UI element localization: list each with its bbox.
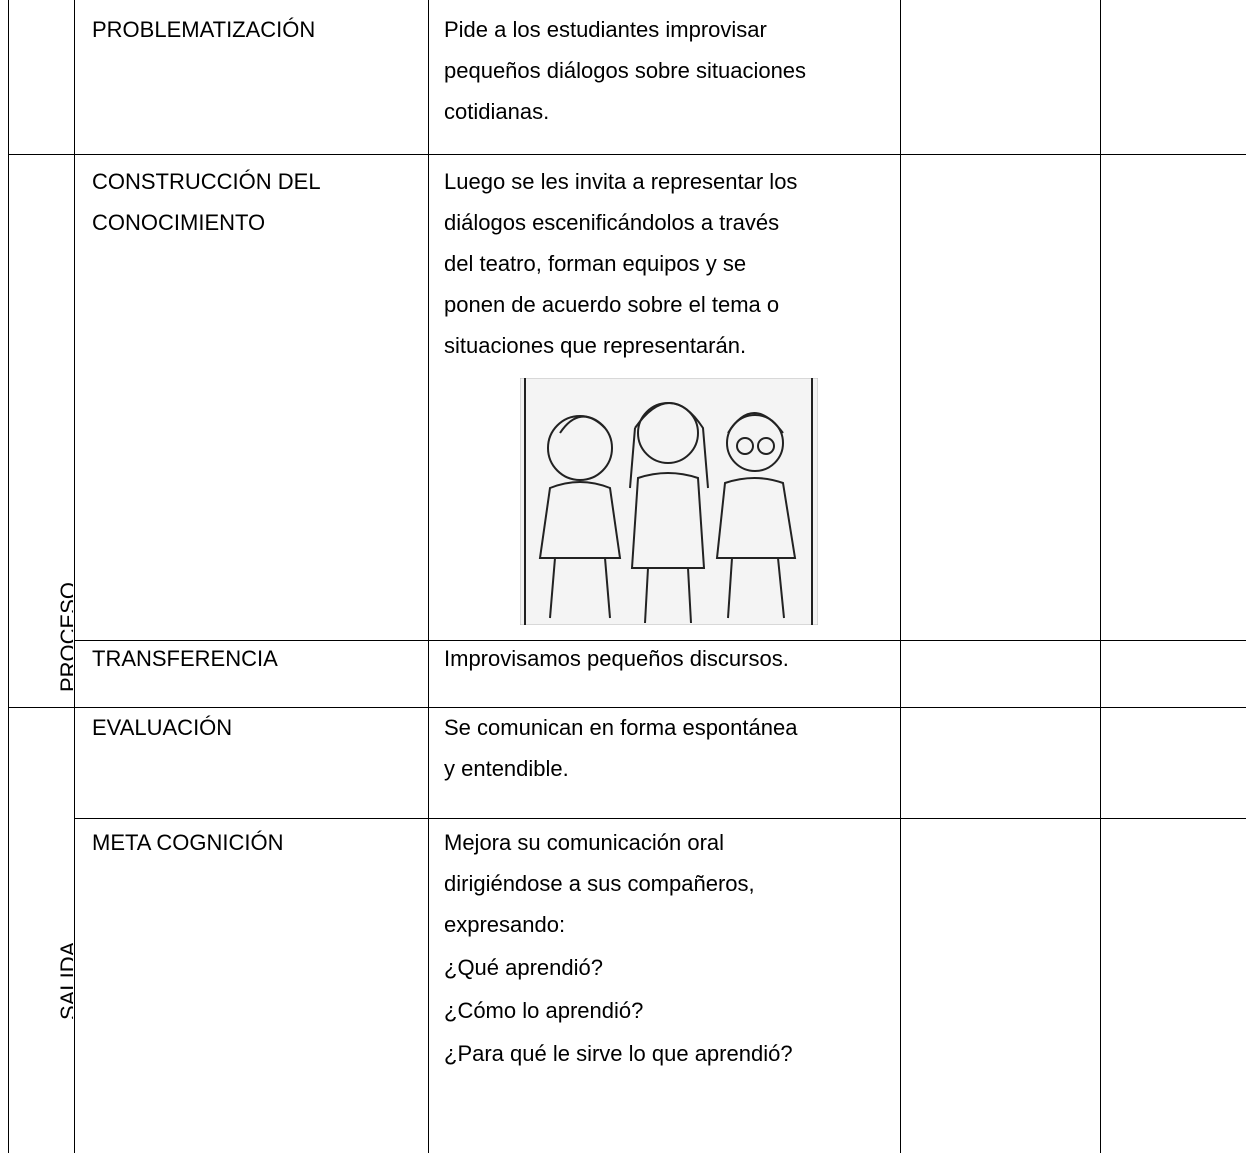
description-line: Luego se les invita a representar los xyxy=(444,169,798,194)
border xyxy=(8,707,1246,708)
stage-label: TRANSFERENCIA xyxy=(92,646,278,671)
description-line: ponen de acuerdo sobre el tema o xyxy=(444,292,780,317)
description-line: pequeños diálogos sobre situaciones xyxy=(444,58,807,83)
description-line: Pide a los estudiantes improvisar xyxy=(444,17,767,42)
border xyxy=(1100,0,1101,1153)
description-line: diálogos escenificándolos a través xyxy=(444,210,780,235)
border xyxy=(74,0,75,1153)
description-line: dirigiéndose a sus compañeros, xyxy=(444,871,755,896)
description-line: Mejora su comunicación oral xyxy=(444,830,725,855)
phase-cell: SALIDA xyxy=(9,708,73,1153)
border xyxy=(900,0,901,1153)
stage-label: PROBLEMATIZACIÓN xyxy=(92,17,316,42)
border xyxy=(74,640,1246,641)
border xyxy=(8,0,9,1153)
description-line: Improvisamos pequeños discursos. xyxy=(444,646,789,671)
phase-cell: PROCESO xyxy=(9,155,73,707)
description-line: ¿Para qué le sirve lo que aprendió? xyxy=(444,1041,793,1066)
phase-label: PROCESO xyxy=(56,581,73,692)
description-line: ¿Qué aprendió? xyxy=(444,955,603,980)
description-line: expresando: xyxy=(444,912,566,937)
border xyxy=(74,818,1246,819)
stage-label: EVALUACIÓN xyxy=(92,715,233,740)
stage-label: META COGNICIÓN xyxy=(92,830,284,855)
description-line: Se comunican en forma espontánea xyxy=(444,715,798,740)
description-line: situaciones que representarán. xyxy=(444,333,747,358)
description-line: ¿Cómo lo aprendió? xyxy=(444,998,644,1023)
stage-label: CONOCIMIENTO xyxy=(92,210,266,235)
border xyxy=(428,0,429,1153)
description-line: del teatro, forman equipos y se xyxy=(444,251,747,276)
border xyxy=(8,154,1246,155)
description-line: y entendible. xyxy=(444,756,569,781)
description-line: cotidianas. xyxy=(444,99,550,124)
stage-label: CONSTRUCCIÓN DEL xyxy=(92,169,321,194)
illustration xyxy=(520,378,818,625)
phase-label: SALIDA xyxy=(56,941,73,1020)
